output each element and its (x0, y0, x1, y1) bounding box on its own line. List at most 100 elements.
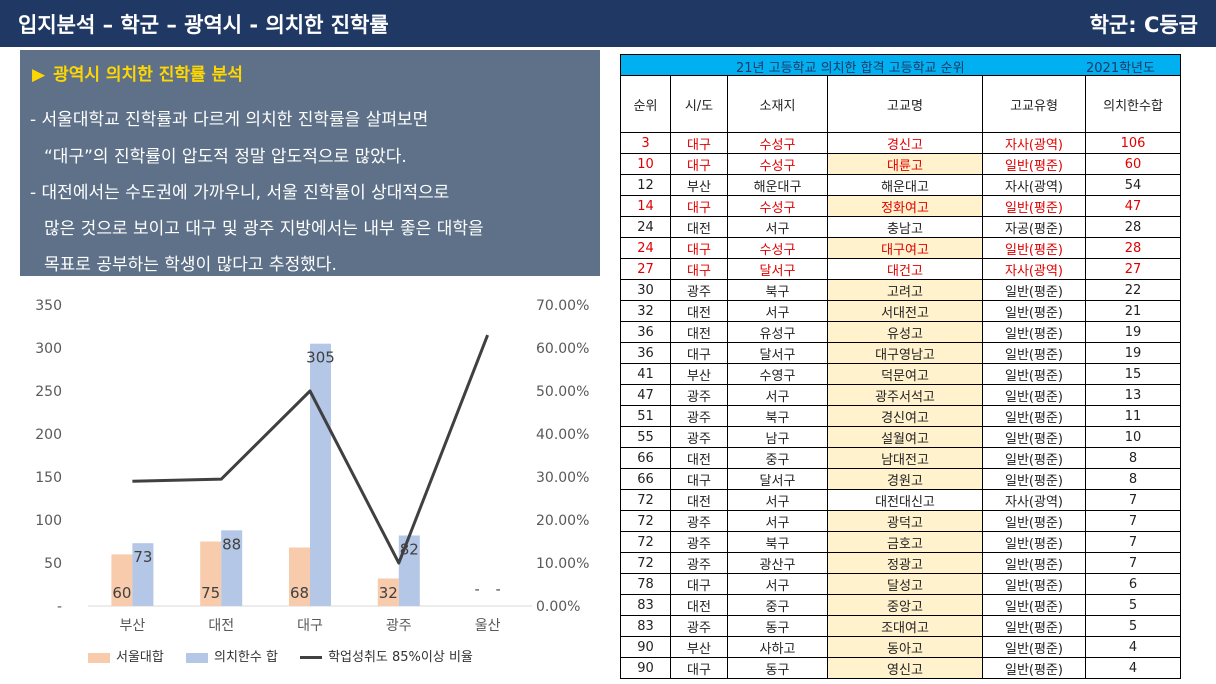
table-cell: 일반(평준) (982, 573, 1086, 595)
table-row: 72 광주 서구 광덕고 일반(평준) 7 (620, 510, 1182, 532)
table-cell: 대건고 (827, 258, 983, 280)
table-cell: 5 (1084, 594, 1182, 616)
ranking-table-wrap: 21년 고등학교 의치한 합격 고등학교 순위 2021학년도 순위 시/도 소… (619, 54, 1182, 679)
y-axis-tick-label: 150 (35, 470, 62, 486)
table-row: 78 대구 서구 달성고 일반(평준) 6 (620, 573, 1182, 595)
column-header-total: 의치한수합 (1084, 75, 1182, 133)
table-cell: 60 (1084, 153, 1182, 175)
table-cell: 66 (620, 447, 671, 469)
table-row: 24 대전 서구 충남고 자공(평준) 28 (620, 216, 1182, 238)
y2-axis-tick-label: 50.00% (536, 384, 589, 400)
table-cell: 경원고 (827, 468, 983, 490)
table-cell: 일반(평준) (982, 636, 1086, 658)
y-axis-tick-label: 100 (35, 513, 62, 529)
combo-chart: - 50 100 150 200 250 300 350 0.00% 10.00% 20.00% 30… (20, 288, 600, 678)
table-cell: 경신고 (827, 132, 983, 154)
table-row: 24 대구 수성구 대구여고 일반(평준) 28 (620, 237, 1182, 259)
play-arrow-icon: ▶ (32, 65, 46, 85)
table-cell: 7 (1084, 531, 1182, 553)
table-cell: 중앙고 (827, 594, 983, 616)
bar-seoul (377, 578, 399, 606)
table-cell: 90 (620, 657, 671, 679)
table-cell: 72 (620, 552, 671, 574)
table-cell: 대구 (670, 573, 728, 595)
table-cell: 24 (620, 216, 671, 238)
column-header-district: 소재지 (727, 75, 828, 133)
table-cell: 광주 (670, 384, 728, 406)
table-header-row: 순위 시/도 소재지 고교명 고교유형 의치한수합 (620, 75, 1182, 133)
table-cell: 72 (620, 489, 671, 511)
table-cell: 북구 (727, 531, 828, 553)
table-cell: 일반(평준) (982, 321, 1086, 343)
table-cell: 서구 (727, 489, 828, 511)
data-label: 60 (112, 584, 131, 602)
table-cell: 수성구 (727, 153, 828, 175)
table-row: 72 광주 광산구 정광고 일반(평준) 7 (620, 552, 1182, 574)
legend-swatch-achievement (300, 656, 323, 659)
table-row: 83 대전 중구 중앙고 일반(평준) 5 (620, 594, 1182, 616)
column-header-rank: 순위 (620, 75, 671, 133)
table-cell: 일반(평준) (982, 531, 1086, 553)
table-cell: 일반(평준) (982, 447, 1086, 469)
table-cell: 광주 (670, 279, 728, 301)
table-cell: 북구 (727, 279, 828, 301)
data-label: 88 (222, 535, 241, 553)
table-cell: 14 (620, 195, 671, 217)
table-cell: 10 (1084, 426, 1182, 448)
table-cell: 광덕고 (827, 510, 983, 532)
table-cell: 달성고 (827, 573, 983, 595)
table-cell: 대전 (670, 300, 728, 322)
bar-seoul (289, 547, 310, 606)
x-axis-tick-label: 광주 (386, 618, 412, 634)
table-cell: 자사(광역) (982, 489, 1086, 511)
legend-swatch-seoul (88, 652, 110, 663)
table-cell: 대구 (670, 342, 728, 364)
table-cell: 동구 (727, 615, 828, 637)
table-row: 66 대전 중구 남대전고 일반(평준) 8 (620, 447, 1182, 469)
legend-item-achievement: 학업성취도 85%이상 비율 (300, 646, 473, 665)
page-title: 입지분석 – 학군 – 광역시 - 의치한 진학률 (18, 13, 389, 37)
y2-axis-tick-label: 30.00% (536, 470, 589, 486)
table-cell: 대구 (670, 657, 728, 679)
table-cell: 자사(광역) (982, 174, 1086, 196)
analysis-line-1: - 서울대학교 진학률과 다르게 의치한 진학률을 살펴보면 (30, 110, 429, 130)
table-cell: 8 (1084, 447, 1182, 469)
table-cell: 동구 (727, 657, 828, 679)
table-cell: 대구 (670, 195, 728, 217)
table-row: 36 대구 달서구 대구영남고 일반(평준) 19 (620, 342, 1182, 364)
ranking-table: 21년 고등학교 의치한 합격 고등학교 순위 2021학년도 순위 시/도 소… (619, 54, 1182, 679)
table-cell: 일반(평준) (982, 342, 1086, 364)
table-cell: 47 (620, 384, 671, 406)
table-row: 47 광주 서구 광주서석고 일반(평준) 13 (620, 384, 1182, 406)
y2-axis-tick-label: 20.00% (536, 513, 589, 529)
table-row: 72 대전 서구 대전대신고 자사(광역) 7 (620, 489, 1182, 511)
table-cell: 부산 (670, 174, 728, 196)
table-cell: 7 (1084, 552, 1182, 574)
table-cell: 83 (620, 594, 671, 616)
table-cell: 일반(평준) (982, 363, 1086, 385)
table-cell: 11 (1084, 405, 1182, 427)
table-row: 14 대구 수성구 정화여고 일반(평준) 47 (620, 195, 1182, 217)
table-cell: 광주 (670, 552, 728, 574)
table-cell: 설월여고 (827, 426, 983, 448)
table-cell: 달서구 (727, 468, 828, 490)
table-cell: 24 (620, 237, 671, 259)
table-cell: 유성고 (827, 321, 983, 343)
table-caption-title: 21년 고등학교 의치한 합격 고등학교 순위 (736, 61, 965, 76)
table-caption-year: 2021학년도 (1086, 61, 1155, 76)
chart-svg: - 50 100 150 200 250 300 350 0.00% 10.00% 20.00% 30… (35, 298, 589, 634)
table-cell: 21 (1084, 300, 1182, 322)
table-cell: 일반(평준) (982, 657, 1086, 679)
data-label: 73 (133, 548, 152, 566)
table-cell: 충남고 (827, 216, 983, 238)
table-row: 12 부산 해운대구 해운대고 자사(광역) 54 (620, 174, 1182, 196)
table-cell: 대구여고 (827, 237, 983, 259)
data-label: 32 (379, 584, 398, 602)
analysis-box: ▶ 광역시 의치한 진학률 분석 - 서울대학교 진학률과 다르게 의치한 진학률… (20, 50, 600, 276)
table-cell: 대구 (670, 132, 728, 154)
table-cell: 일반(평준) (982, 405, 1086, 427)
table-cell: 대전 (670, 216, 728, 238)
table-cell: 일반(평준) (982, 153, 1086, 175)
chart-legend: 서울대합 의치한수 합 학업성취도 85%이상 비율 (88, 646, 491, 665)
data-label: - (496, 582, 501, 598)
